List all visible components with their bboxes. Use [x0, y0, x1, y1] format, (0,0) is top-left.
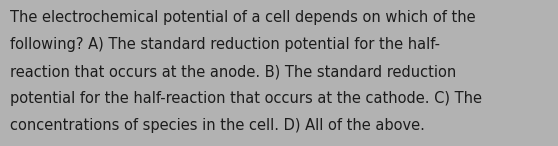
Text: reaction that occurs at the anode. B) The standard reduction: reaction that occurs at the anode. B) Th…: [10, 64, 456, 79]
Text: potential for the half-reaction that occurs at the cathode. C) The: potential for the half-reaction that occ…: [10, 91, 482, 106]
Text: following? A) The standard reduction potential for the half-: following? A) The standard reduction pot…: [10, 37, 440, 52]
Text: concentrations of species in the cell. D) All of the above.: concentrations of species in the cell. D…: [10, 118, 425, 133]
Text: The electrochemical potential of a cell depends on which of the: The electrochemical potential of a cell …: [10, 10, 475, 25]
